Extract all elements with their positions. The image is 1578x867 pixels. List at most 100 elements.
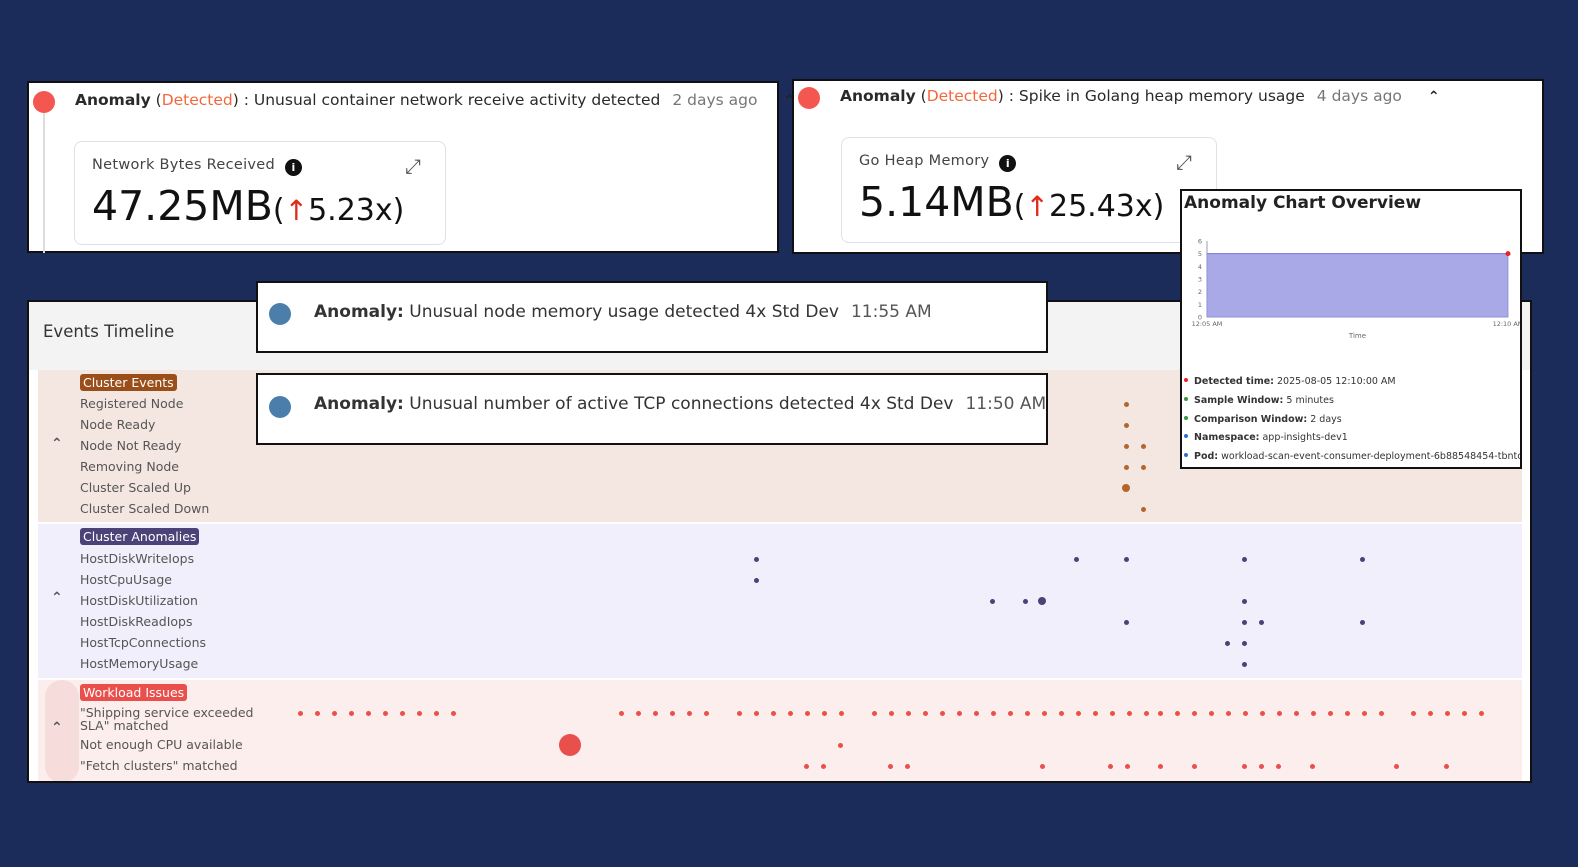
event-marker[interactable] [1140,506,1146,512]
event-marker[interactable] [450,710,456,716]
chevron-up-icon[interactable]: ⌃ [51,436,63,452]
event-marker[interactable] [1293,710,1299,716]
event-marker[interactable] [939,710,945,716]
event-marker[interactable] [1478,710,1484,716]
event-marker[interactable] [1224,640,1230,646]
event-marker[interactable] [1427,710,1433,716]
event-marker[interactable] [1275,763,1281,769]
event-marker[interactable] [1041,710,1047,716]
event-marker[interactable] [348,710,354,716]
event-marker[interactable] [888,710,894,716]
event-marker[interactable] [433,710,439,716]
event-marker[interactable] [1126,710,1132,716]
event-marker[interactable] [669,710,675,716]
event-marker[interactable] [1309,763,1315,769]
event-marker[interactable] [1443,763,1449,769]
event-marker[interactable] [686,710,692,716]
event-marker[interactable] [821,710,827,716]
event-marker[interactable] [1225,710,1231,716]
event-marker[interactable] [753,710,759,716]
event-marker[interactable] [1241,763,1247,769]
event-marker[interactable] [1344,710,1350,716]
event-marker[interactable] [1241,556,1247,562]
event-marker[interactable] [1276,710,1282,716]
expand-icon[interactable]: ⤢ [405,154,421,178]
expand-icon[interactable]: ⤢ [1176,150,1192,174]
info-icon[interactable]: i [999,155,1017,172]
info-icon[interactable]: i [285,159,303,176]
event-marker[interactable] [1393,763,1399,769]
event-marker[interactable] [820,763,826,769]
event-marker[interactable] [297,710,303,716]
event-marker[interactable] [1122,484,1130,492]
event-marker[interactable] [904,763,910,769]
event-marker[interactable] [871,710,877,716]
event-marker[interactable] [1123,443,1129,449]
event-marker[interactable] [1039,763,1045,769]
event-marker[interactable] [1022,598,1028,604]
event-marker[interactable] [618,710,624,716]
event-marker[interactable] [1359,556,1365,562]
event-marker[interactable] [753,556,759,562]
event-marker[interactable] [989,598,995,604]
event-marker[interactable] [1327,710,1333,716]
event-marker[interactable] [1157,763,1163,769]
event-marker[interactable] [703,710,709,716]
event-marker[interactable] [1092,710,1098,716]
event-marker[interactable] [382,710,388,716]
event-marker[interactable] [1241,619,1247,625]
event-marker[interactable] [1140,464,1146,470]
chevron-up-icon[interactable]: ⌃ [783,93,796,109]
event-marker[interactable] [804,710,810,716]
event-marker[interactable] [1123,422,1129,428]
event-marker[interactable] [1208,710,1214,716]
event-marker[interactable] [1361,710,1367,716]
event-marker[interactable] [1258,619,1264,625]
chevron-up-icon[interactable]: ⌃ [1427,89,1440,105]
event-marker[interactable] [1444,710,1450,716]
event-marker[interactable] [1241,640,1247,646]
chevron-up-icon[interactable]: ⌃ [51,590,63,606]
event-marker[interactable] [1123,556,1129,562]
chevron-up-icon[interactable]: ⌃ [51,720,63,736]
event-marker[interactable] [1378,710,1384,716]
event-marker[interactable] [635,710,641,716]
event-marker[interactable] [1143,710,1149,716]
event-marker[interactable] [973,710,979,716]
event-marker[interactable] [331,710,337,716]
event-marker[interactable] [1241,598,1247,604]
event-marker[interactable] [1157,710,1163,716]
event-marker[interactable] [956,710,962,716]
event-marker[interactable] [1191,710,1197,716]
event-marker[interactable] [837,742,843,748]
event-marker[interactable] [1410,710,1416,716]
event-marker[interactable] [314,710,320,716]
event-marker[interactable] [736,710,742,716]
event-marker[interactable] [1107,763,1113,769]
event-marker[interactable] [1123,619,1129,625]
event-marker[interactable] [365,710,371,716]
event-marker[interactable] [1075,710,1081,716]
event-marker[interactable] [803,763,809,769]
event-marker[interactable] [1038,597,1046,605]
event-marker[interactable] [1007,710,1013,716]
event-marker[interactable] [652,710,658,716]
event-marker[interactable] [1461,710,1467,716]
event-marker[interactable] [1258,763,1264,769]
anomaly-popup-tcp[interactable]: Anomaly: Unusual number of active TCP co… [256,373,1048,445]
event-marker[interactable] [1140,443,1146,449]
collapse-handle[interactable] [45,680,79,781]
event-marker[interactable] [416,710,422,716]
event-marker[interactable] [1310,710,1316,716]
event-marker[interactable] [838,710,844,716]
anomaly-popup-memory[interactable]: Anomaly: Unusual node memory usage detec… [256,281,1048,353]
event-marker[interactable] [1124,763,1130,769]
event-marker[interactable] [1109,710,1115,716]
event-marker[interactable] [1024,710,1030,716]
event-marker[interactable] [1123,401,1129,407]
event-marker[interactable] [1259,710,1265,716]
event-marker[interactable] [1241,661,1247,667]
event-marker[interactable] [787,710,793,716]
event-marker[interactable] [1242,710,1248,716]
event-marker[interactable] [922,710,928,716]
